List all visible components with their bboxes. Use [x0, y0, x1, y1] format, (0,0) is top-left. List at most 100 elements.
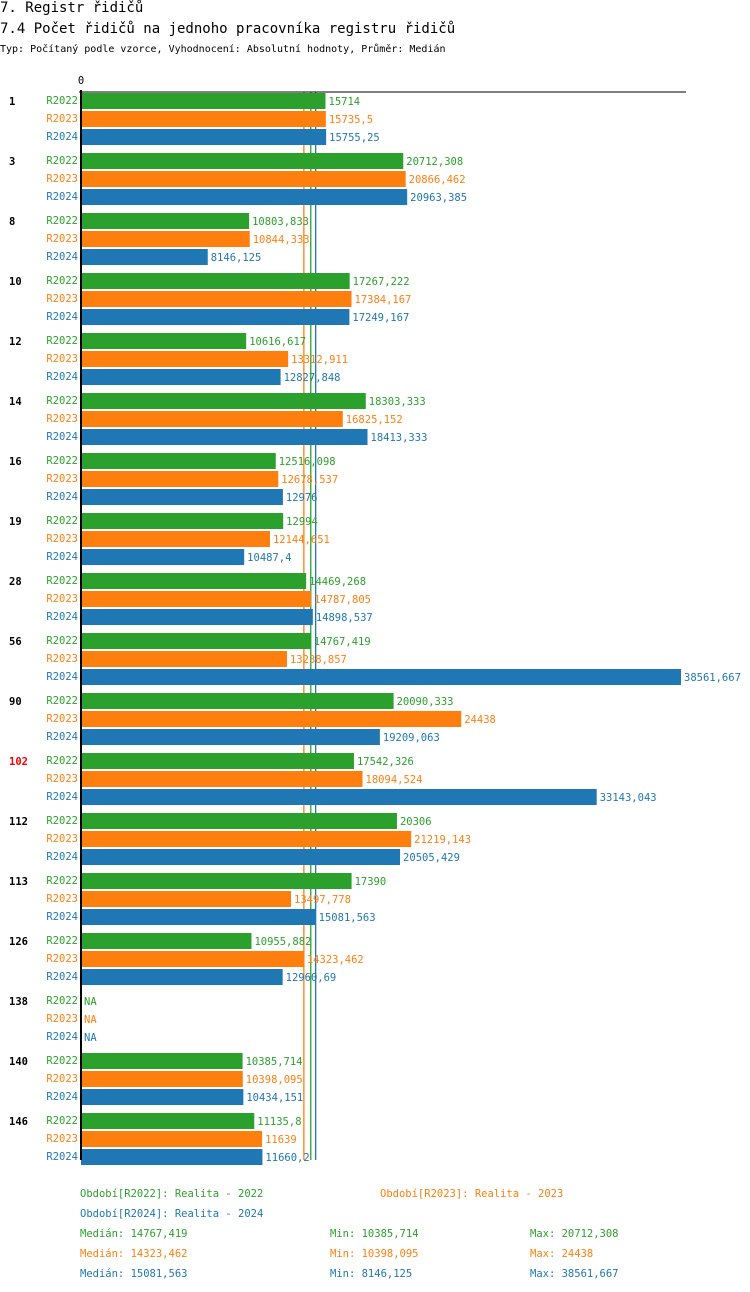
bar	[81, 549, 245, 565]
series-label: R2022	[46, 875, 78, 887]
bar	[81, 1113, 255, 1129]
data-label: 14898,537	[316, 612, 373, 624]
bar	[81, 633, 311, 649]
category-label: 56	[9, 636, 22, 648]
series-label: R2023	[46, 833, 78, 845]
series-label: R2022	[46, 455, 78, 467]
series-label: R2023	[46, 473, 78, 485]
data-label: 12976	[286, 492, 318, 504]
min-r2022: Min: 10385,714	[330, 1228, 419, 1240]
bar	[81, 273, 350, 289]
data-label: NA	[84, 1014, 97, 1026]
data-label: 20505,429	[403, 852, 460, 864]
bar	[81, 813, 397, 829]
data-label: 14787,805	[314, 594, 371, 606]
x-tick-label: 0	[78, 75, 84, 87]
series-label: R2023	[46, 113, 78, 125]
data-label: 20090,333	[397, 696, 454, 708]
data-label: 18413,333	[371, 432, 428, 444]
bar	[81, 171, 406, 187]
data-label: 10803,833	[252, 216, 309, 228]
series-label: R2022	[46, 395, 78, 407]
median-r2022: Medián: 14767,419	[80, 1228, 188, 1240]
bar	[81, 849, 401, 865]
series-label: R2022	[46, 995, 78, 1007]
series-label: R2024	[46, 431, 78, 443]
category-label: 14	[9, 396, 22, 408]
bar	[81, 1053, 243, 1069]
data-label: 10487,4	[247, 552, 291, 564]
data-label: 21219,143	[414, 834, 471, 846]
data-label: 11135,8	[257, 1116, 301, 1128]
data-label: 12994	[286, 516, 318, 528]
bar	[81, 1149, 263, 1165]
min-r2024: Min: 8146,125	[330, 1268, 413, 1280]
data-label: NA	[84, 1032, 97, 1044]
series-label: R2024	[46, 971, 78, 983]
series-label: R2022	[46, 215, 78, 227]
data-label: 10844,333	[253, 234, 310, 246]
series-label: R2022	[46, 935, 78, 947]
series-label: R2023	[46, 233, 78, 245]
bar	[81, 711, 462, 727]
bar	[81, 1089, 244, 1105]
bar	[81, 951, 304, 967]
series-label: R2022	[46, 155, 78, 167]
bar	[81, 873, 352, 889]
category-label: 146	[9, 1116, 28, 1128]
bar	[81, 513, 284, 529]
data-label: 17542,326	[357, 756, 414, 768]
max-r2023: Max: 24438	[530, 1248, 594, 1260]
bar	[81, 729, 380, 745]
data-label: 13497,778	[294, 894, 351, 906]
bar	[81, 249, 208, 265]
series-label: R2024	[46, 311, 78, 323]
category-label: 90	[9, 696, 22, 708]
series-label: R2022	[46, 575, 78, 587]
bar	[81, 651, 287, 667]
legend-r2023: Období[R2023]: Realita - 2023	[380, 1188, 564, 1200]
bar	[81, 213, 250, 229]
bar	[81, 771, 363, 787]
bar	[81, 411, 343, 427]
series-label: R2023	[46, 773, 78, 785]
series-label: R2023	[46, 1013, 78, 1025]
category-label: 113	[9, 876, 28, 888]
series-label: R2024	[46, 371, 78, 383]
category-label: 12	[9, 336, 22, 348]
series-label: R2024	[46, 611, 78, 623]
data-label: 10434,151	[246, 1092, 303, 1104]
data-label: 14469,268	[309, 576, 366, 588]
series-label: R2024	[46, 1031, 78, 1043]
bar	[81, 111, 326, 127]
series-label: R2023	[46, 533, 78, 545]
data-label: 11660,2	[265, 1152, 309, 1164]
data-label: 15735,5	[329, 114, 373, 126]
data-label: 10385,714	[246, 1056, 303, 1068]
bar	[81, 291, 352, 307]
bar	[81, 693, 394, 709]
series-label: R2022	[46, 815, 78, 827]
series-label: R2024	[46, 251, 78, 263]
data-label: 10616,617	[249, 336, 306, 348]
legend-r2022: Období[R2022]: Realita - 2022	[80, 1188, 264, 1200]
category-label: 1	[9, 96, 15, 108]
bar	[81, 351, 289, 367]
data-label: 10955,882	[254, 936, 311, 948]
category-label: 19	[9, 516, 22, 528]
category-label: 28	[9, 576, 22, 588]
data-label: 11639	[265, 1134, 297, 1146]
bar	[81, 789, 597, 805]
bar	[81, 369, 281, 385]
data-label: 13312,911	[291, 354, 348, 366]
series-label: R2023	[46, 353, 78, 365]
data-label: 20306	[400, 816, 432, 828]
series-label: R2024	[46, 671, 78, 683]
series-label: R2022	[46, 1055, 78, 1067]
series-label: R2023	[46, 293, 78, 305]
bar	[81, 393, 366, 409]
bar	[81, 909, 316, 925]
series-label: R2023	[46, 173, 78, 185]
series-label: R2023	[46, 1073, 78, 1085]
series-label: R2024	[46, 851, 78, 863]
